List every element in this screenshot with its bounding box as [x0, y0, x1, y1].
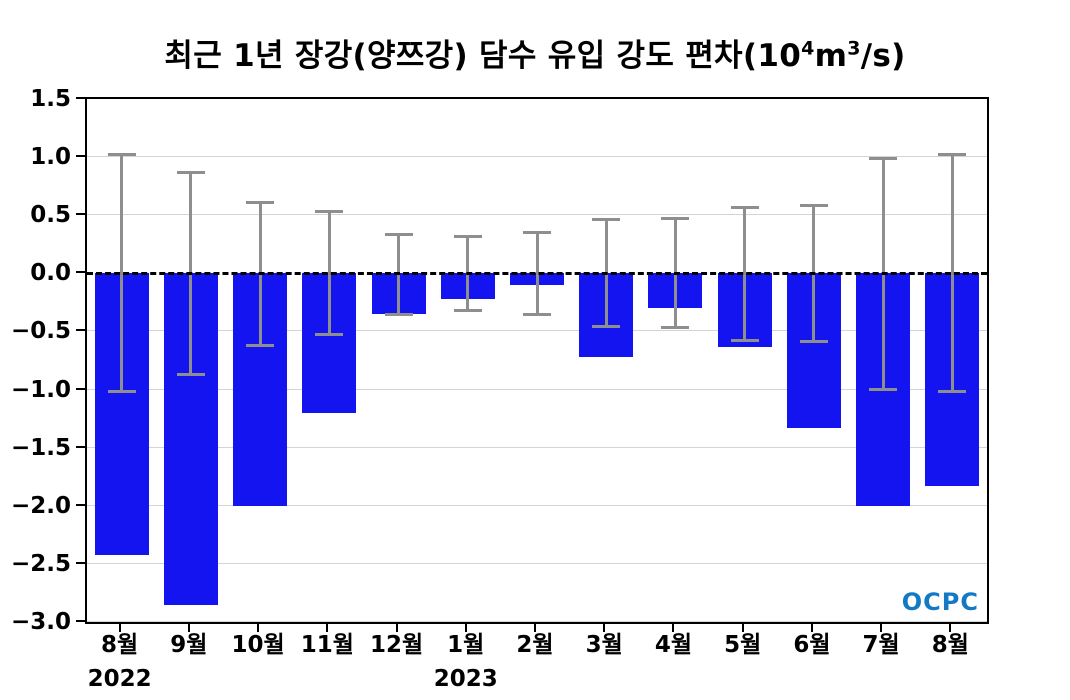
- title-superscript-3: 3: [847, 37, 861, 60]
- error-cap-bottom: [453, 309, 482, 313]
- x-tick-label: 2월: [516, 632, 554, 658]
- y-tick-mark: [76, 329, 85, 332]
- x-tick-mark: [949, 624, 952, 632]
- error-cap-bottom: [592, 325, 621, 329]
- x-tick-mark: [880, 624, 883, 632]
- error-cap-top: [730, 205, 759, 209]
- y-tick-mark: [76, 271, 85, 274]
- error-cap-top: [107, 153, 136, 157]
- error-cap-bottom: [176, 372, 205, 376]
- error-cap-bottom: [384, 312, 413, 316]
- x-tick-mark: [810, 624, 813, 632]
- title-superscript-4: 4: [801, 37, 815, 60]
- x-tick-mark: [672, 624, 675, 632]
- gridline: [87, 562, 987, 564]
- x-tick-mark: [741, 624, 744, 632]
- y-tick-mark: [76, 155, 85, 158]
- error-cap-top: [799, 204, 828, 208]
- gridline: [87, 621, 987, 622]
- error-cap-bottom: [730, 339, 759, 343]
- error-cap-top: [523, 231, 551, 235]
- x-tick-label: 7월: [862, 632, 900, 658]
- x-tick-mark: [118, 624, 121, 632]
- error-cap-bottom: [107, 390, 136, 394]
- plot-area: OCPC: [85, 97, 989, 624]
- title-text: 최근 1년 장강(양쯔강) 담수 유입 강도 편차(10: [164, 38, 802, 74]
- error-cap-bottom: [869, 388, 898, 392]
- error-cap-top: [869, 156, 898, 160]
- y-tick-label: −1.5: [10, 434, 71, 461]
- y-tick-label: 1.0: [30, 144, 71, 171]
- x-tick-label: 6월: [793, 632, 831, 658]
- error-cap-bottom: [315, 333, 344, 337]
- y-tick-mark: [76, 620, 85, 622]
- x-tick-label: 5월: [724, 632, 762, 658]
- error-cap-bottom: [938, 390, 967, 394]
- y-tick-mark: [76, 561, 85, 564]
- x-tick-label: 8월: [931, 632, 969, 658]
- y-tick-label: 0.5: [30, 202, 71, 229]
- error-cap-bottom: [661, 326, 690, 330]
- y-tick-label: −3.0: [10, 609, 71, 635]
- ocpc-logo: OCPC: [901, 588, 979, 616]
- title-unit-tail: /s): [860, 38, 906, 74]
- gridline: [87, 446, 987, 448]
- y-tick-mark: [76, 213, 85, 216]
- x-tick-label: 10월: [231, 632, 285, 658]
- x-tick-mark: [257, 624, 260, 632]
- y-tick-label: −1.0: [10, 376, 71, 403]
- x-tick-mark: [187, 624, 190, 632]
- gridline: [87, 214, 987, 216]
- y-tick-label: 1.5: [30, 86, 71, 112]
- y-tick-mark: [76, 97, 85, 99]
- error-cap-top: [661, 217, 690, 221]
- error-cap-top: [246, 200, 275, 204]
- x-tick-label: 1월: [447, 632, 485, 658]
- x-tick-mark: [603, 624, 606, 632]
- error-cap-top: [315, 210, 344, 214]
- gridline: [87, 504, 987, 506]
- x-tick-label: 8월: [101, 632, 139, 658]
- title-unit-m: m: [814, 38, 848, 74]
- year-label: 2022: [87, 666, 152, 692]
- y-tick-label: −2.5: [10, 550, 71, 577]
- y-tick-mark: [76, 445, 85, 448]
- x-tick-mark: [326, 624, 329, 632]
- zero-line: [87, 271, 987, 275]
- y-tick-label: −0.5: [10, 318, 71, 345]
- error-cap-top: [453, 234, 482, 238]
- y-tick-mark: [76, 387, 85, 390]
- chart-title: 최근 1년 장강(양쯔강) 담수 유입 강도 편차(104m3/s): [0, 30, 1070, 75]
- error-cap-top: [938, 153, 967, 157]
- x-tick-label: 12월: [369, 632, 424, 658]
- y-tick-label: −2.0: [10, 492, 71, 519]
- y-tick-label: 0.0: [30, 260, 71, 287]
- x-tick-mark: [395, 624, 398, 632]
- x-tick-label: 4월: [654, 632, 693, 658]
- error-cap-top: [384, 233, 413, 237]
- x-tick-mark: [534, 624, 536, 632]
- error-cap-top: [592, 218, 621, 222]
- gridline: [87, 330, 987, 332]
- x-tick-label: 3월: [585, 632, 623, 658]
- error-cap-bottom: [246, 343, 275, 347]
- x-tick-mark: [464, 624, 467, 632]
- y-tick-mark: [76, 503, 85, 506]
- error-cap-top: [176, 170, 205, 174]
- x-tick-label: 11월: [300, 632, 354, 658]
- error-cap-bottom: [523, 312, 551, 316]
- gridline: [87, 388, 987, 390]
- error-cap-bottom: [799, 340, 828, 344]
- year-label: 2023: [433, 666, 498, 692]
- x-tick-label: 9월: [170, 632, 208, 658]
- gridline: [87, 156, 987, 158]
